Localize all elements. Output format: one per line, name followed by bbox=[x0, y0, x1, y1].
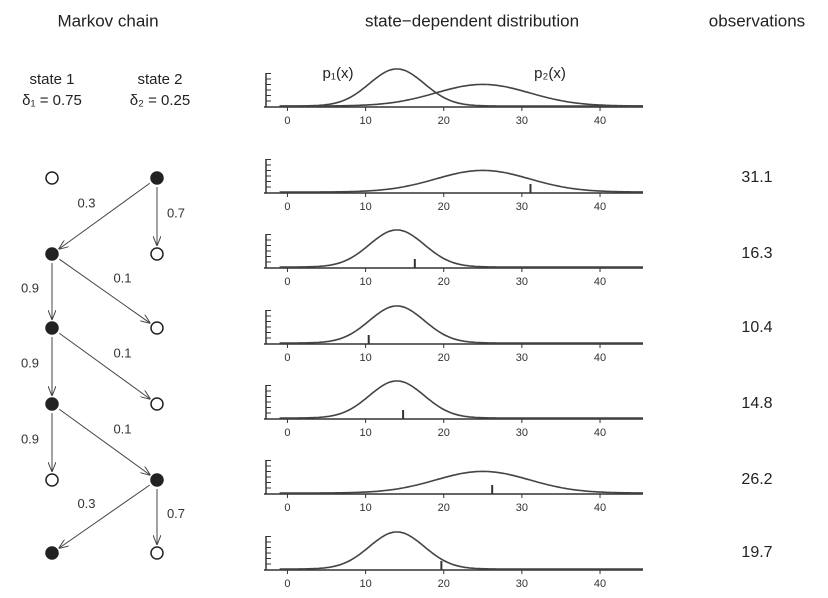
curve-label: p₂(x) bbox=[534, 65, 566, 82]
x-tick-label: 10 bbox=[359, 427, 371, 439]
density-curve bbox=[279, 229, 643, 268]
state-delta: δ₂ = 0.25 bbox=[130, 92, 190, 109]
x-tick-label: 0 bbox=[284, 276, 290, 288]
x-tick-label: 10 bbox=[359, 276, 371, 288]
inactive-state bbox=[150, 397, 164, 411]
x-tick-label: 40 bbox=[594, 427, 606, 439]
state-label: state 1 bbox=[29, 71, 74, 88]
transition-arrow bbox=[59, 484, 150, 548]
active-state bbox=[150, 171, 164, 185]
x-tick-label: 40 bbox=[594, 201, 606, 213]
x-tick-label: 0 bbox=[284, 115, 290, 127]
density-curve bbox=[279, 531, 643, 570]
observation: 31.1 bbox=[741, 169, 772, 186]
x-tick-label: 40 bbox=[594, 352, 606, 364]
x-tick-label: 30 bbox=[516, 502, 528, 514]
x-tick-label: 0 bbox=[284, 352, 290, 364]
state-label: state 2 bbox=[137, 71, 182, 88]
transition-arrow bbox=[59, 258, 149, 323]
x-tick-label: 20 bbox=[438, 115, 450, 127]
active-state bbox=[45, 546, 59, 560]
observation: 10.4 bbox=[741, 319, 772, 336]
observation: 26.2 bbox=[741, 471, 772, 488]
density-curve bbox=[279, 169, 643, 193]
inactive-state bbox=[45, 473, 59, 487]
transition-probability: 0.9 bbox=[21, 355, 39, 370]
x-tick-label: 30 bbox=[516, 201, 528, 213]
density-curve bbox=[279, 83, 643, 107]
active-state bbox=[45, 397, 59, 411]
transition-probability: 0.9 bbox=[21, 431, 39, 446]
transition-probability: 0.7 bbox=[167, 205, 185, 220]
inactive-state bbox=[150, 247, 164, 261]
header-right: observations bbox=[709, 11, 805, 30]
x-tick-label: 10 bbox=[359, 201, 371, 213]
transition-probability: 0.3 bbox=[77, 195, 95, 210]
header-middle: state−dependent distribution bbox=[365, 11, 579, 30]
transition-probability: 0.9 bbox=[21, 280, 39, 295]
x-tick-label: 0 bbox=[284, 502, 290, 514]
transition-probability: 0.3 bbox=[77, 496, 95, 511]
transition-arrow bbox=[58, 408, 149, 474]
x-tick-label: 30 bbox=[516, 276, 528, 288]
header-left: Markov chain bbox=[57, 11, 158, 30]
x-tick-label: 10 bbox=[359, 502, 371, 514]
x-tick-label: 20 bbox=[438, 502, 450, 514]
x-tick-label: 20 bbox=[438, 352, 450, 364]
density-curve bbox=[279, 68, 643, 107]
x-tick-label: 30 bbox=[516, 352, 528, 364]
x-tick-label: 0 bbox=[284, 427, 290, 439]
x-tick-label: 30 bbox=[516, 427, 528, 439]
x-tick-label: 40 bbox=[594, 502, 606, 514]
x-tick-label: 0 bbox=[284, 578, 290, 590]
x-tick-label: 40 bbox=[594, 276, 606, 288]
density-curve bbox=[279, 305, 643, 344]
observation: 14.8 bbox=[741, 395, 772, 412]
x-tick-label: 20 bbox=[438, 201, 450, 213]
x-tick-label: 20 bbox=[438, 276, 450, 288]
state-delta: δ₁ = 0.75 bbox=[22, 92, 82, 109]
transition-arrow bbox=[58, 332, 149, 398]
inactive-state bbox=[150, 546, 164, 560]
inactive-state bbox=[150, 321, 164, 335]
inactive-state bbox=[45, 171, 59, 185]
x-tick-label: 30 bbox=[516, 115, 528, 127]
x-tick-label: 0 bbox=[284, 201, 290, 213]
observation: 16.3 bbox=[741, 245, 772, 262]
x-tick-label: 10 bbox=[359, 115, 371, 127]
density-curve bbox=[279, 470, 643, 494]
transition-probability: 0.1 bbox=[113, 421, 131, 436]
transition-probability: 0.1 bbox=[113, 270, 131, 285]
x-tick-label: 10 bbox=[359, 578, 371, 590]
x-tick-label: 20 bbox=[438, 427, 450, 439]
x-tick-label: 40 bbox=[594, 578, 606, 590]
observation: 19.7 bbox=[741, 544, 772, 561]
x-tick-label: 20 bbox=[438, 578, 450, 590]
transition-probability: 0.7 bbox=[167, 506, 185, 521]
x-tick-label: 10 bbox=[359, 352, 371, 364]
x-tick-label: 30 bbox=[516, 578, 528, 590]
curve-label: p₁(x) bbox=[323, 65, 354, 82]
active-state bbox=[150, 473, 164, 487]
active-state bbox=[45, 247, 59, 261]
x-tick-label: 40 bbox=[594, 115, 606, 127]
transition-arrow bbox=[59, 182, 151, 248]
transition-probability: 0.1 bbox=[113, 345, 131, 360]
density-curve bbox=[279, 380, 643, 419]
active-state bbox=[45, 321, 59, 335]
